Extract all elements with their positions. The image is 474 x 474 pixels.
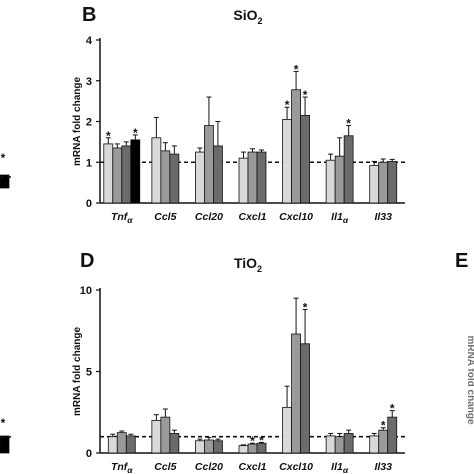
panel-e-letter: E <box>455 250 468 272</box>
panel-d-bar <box>343 433 354 454</box>
panel-d-bar <box>369 435 380 454</box>
panel-d-y-tick-label: 10 <box>80 285 92 297</box>
panel-d-category-label: Ccl20 <box>195 461 223 473</box>
panel-b-bar <box>256 151 267 204</box>
panel-b-bar <box>169 153 180 204</box>
panel-b-y-tick-label: 2 <box>86 117 92 129</box>
panel-d-bar <box>325 435 336 454</box>
panel-b-y-tick-label: 3 <box>86 76 92 88</box>
panel-b-bar <box>325 159 336 204</box>
panel-d-category-label: Il1α <box>331 461 349 474</box>
panel-d-bar <box>238 445 249 454</box>
panel-b-bar <box>334 155 345 204</box>
panel-b-category-label: Il1α <box>331 211 349 225</box>
panel-b-bar <box>103 143 114 204</box>
panel-d-category-label: Il33 <box>374 461 392 473</box>
panel-d-bar <box>204 439 214 454</box>
panel-d-bar <box>169 433 180 454</box>
panel-d-bar <box>213 440 223 454</box>
panel-d-category-label: Cxcl10 <box>279 461 313 473</box>
panel-d-bar <box>300 343 310 454</box>
panel-d-y-tick-label: 5 <box>86 367 92 379</box>
panel-b-bar <box>213 145 223 204</box>
panel-b-bar <box>160 150 171 204</box>
panel-d-y-axis-label: mRNA fold change <box>72 327 83 417</box>
panel-b-letter: B <box>82 4 96 26</box>
panel-b-bar <box>112 147 123 204</box>
panel-d-bar <box>195 440 205 454</box>
panel-d-title: TiO2 <box>234 255 262 274</box>
panel-d-bar <box>116 432 127 454</box>
panel-d-y-tick-label: 0 <box>86 448 92 460</box>
panel-b-category-label: Cxcl10 <box>279 211 313 223</box>
panel-b-category-label: Cxcl1 <box>238 211 266 223</box>
panel-d-significance-star: * <box>390 402 395 416</box>
panel-b-bar <box>247 151 258 204</box>
left-panel-significance-star: * <box>1 151 6 165</box>
panel-d-bar <box>125 435 136 454</box>
left-panel-bar-fragment <box>0 435 10 454</box>
panel-b-significance-star: * <box>285 98 290 112</box>
panel-d-bar <box>107 436 118 454</box>
panel-d-significance-star: * <box>250 434 255 448</box>
panel-b-bar <box>151 137 162 204</box>
left-panel-significance-star: * <box>1 416 6 430</box>
panel-d-category-label: Tnfα <box>111 461 133 474</box>
panel-b-y-tick-label: 4 <box>86 35 93 47</box>
panel-b-title: SiO2 <box>233 7 262 26</box>
panel-b-category-label: Ccl20 <box>195 211 223 223</box>
panel-b-bar <box>343 135 354 204</box>
panel-b-bar <box>282 119 292 204</box>
panel-b-bar <box>369 165 380 204</box>
panel-d-bar <box>378 429 389 454</box>
panel-b-bar <box>378 161 389 204</box>
panel-d-bar <box>334 436 345 454</box>
panel-b-y-axis-label: mRNA fold change <box>72 77 83 167</box>
panel-b-significance-star: * <box>346 117 351 131</box>
panel-b-bar <box>387 161 398 204</box>
panel-d-bar <box>282 406 292 454</box>
panel-b-significance-star: * <box>294 62 299 76</box>
panel-b-bar <box>204 125 214 204</box>
panel-b-y-tick-label: 1 <box>86 157 92 169</box>
panel-b-significance-star: * <box>133 126 138 140</box>
panel-d-bar <box>291 333 301 454</box>
panel-d-significance-star: * <box>381 419 386 433</box>
panel-d-category-label: Cxcl1 <box>238 461 266 473</box>
panel-d-significance-star: * <box>303 301 308 315</box>
panel-b-bar <box>195 151 205 204</box>
panel-b-significance-star: * <box>106 129 111 143</box>
panel-b-category-label: Il33 <box>374 211 392 223</box>
panel-d-bar <box>160 416 171 454</box>
panel-b-y-tick-label: 0 <box>86 198 92 210</box>
panel-b-bar <box>238 157 249 204</box>
panel-d-category-label: Ccl5 <box>154 461 176 473</box>
panel-d-bar <box>387 416 398 454</box>
panel-b-significance-star: * <box>303 88 308 102</box>
panel-e-y-axis-label: mRNA fold change <box>465 335 474 425</box>
panel-b-bar <box>291 89 301 204</box>
left-panel-bar-fragment <box>0 174 10 189</box>
panel-b-bar <box>130 139 141 204</box>
panel-b-bar <box>300 114 310 204</box>
panel-b-bar <box>121 145 132 204</box>
panel-b-category-label: Tnfα <box>111 211 133 225</box>
panel-b-category-label: Ccl5 <box>154 211 176 223</box>
panel-d-letter: D <box>80 250 94 272</box>
panel-d-bar <box>151 419 162 454</box>
panel-d-significance-star: * <box>259 433 264 447</box>
